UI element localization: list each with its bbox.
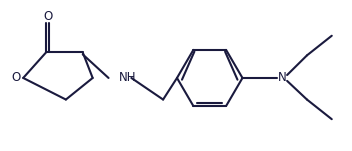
Text: O: O	[43, 10, 53, 23]
Text: NH: NH	[119, 71, 136, 84]
Text: O: O	[12, 71, 21, 84]
Text: N: N	[278, 71, 287, 84]
